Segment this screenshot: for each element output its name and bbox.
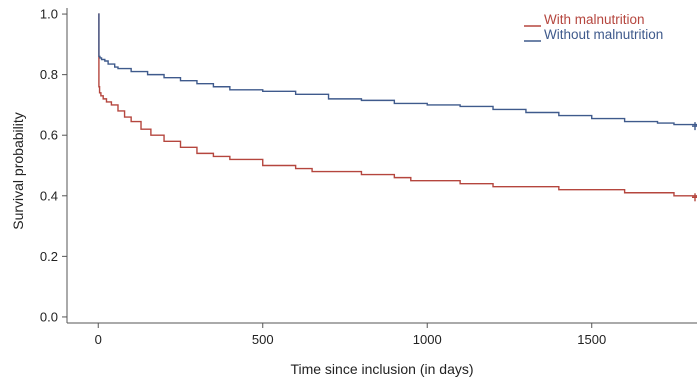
y-axis-title: Survival probability: [10, 112, 26, 230]
y-tick-label: 0.8: [40, 67, 58, 82]
axes-layer: 0.0 0.2 0.4 0.6 0.8 1.0 0 500 1000 1500: [40, 7, 697, 347]
series-line-without-malnutrition: [98, 13, 697, 127]
x-tick-label: 0: [95, 332, 102, 347]
x-tick-label: 1500: [577, 332, 606, 347]
legend-label: With malnutrition: [544, 12, 645, 27]
x-tick-label: 1000: [413, 332, 442, 347]
series-line-with-malnutrition: [98, 13, 697, 198]
y-tick-label: 0.6: [40, 128, 58, 143]
series-layer: [98, 13, 697, 202]
y-tick-label: 0.0: [40, 309, 58, 324]
x-tick-label: 500: [252, 332, 274, 347]
y-tick-label: 1.0: [40, 7, 58, 22]
y-tick-label: 0.2: [40, 249, 58, 264]
x-axis-title: Time since inclusion (in days): [290, 361, 473, 377]
y-tick-label: 0.4: [40, 188, 58, 203]
legend-label: Without malnutrition: [544, 27, 663, 42]
